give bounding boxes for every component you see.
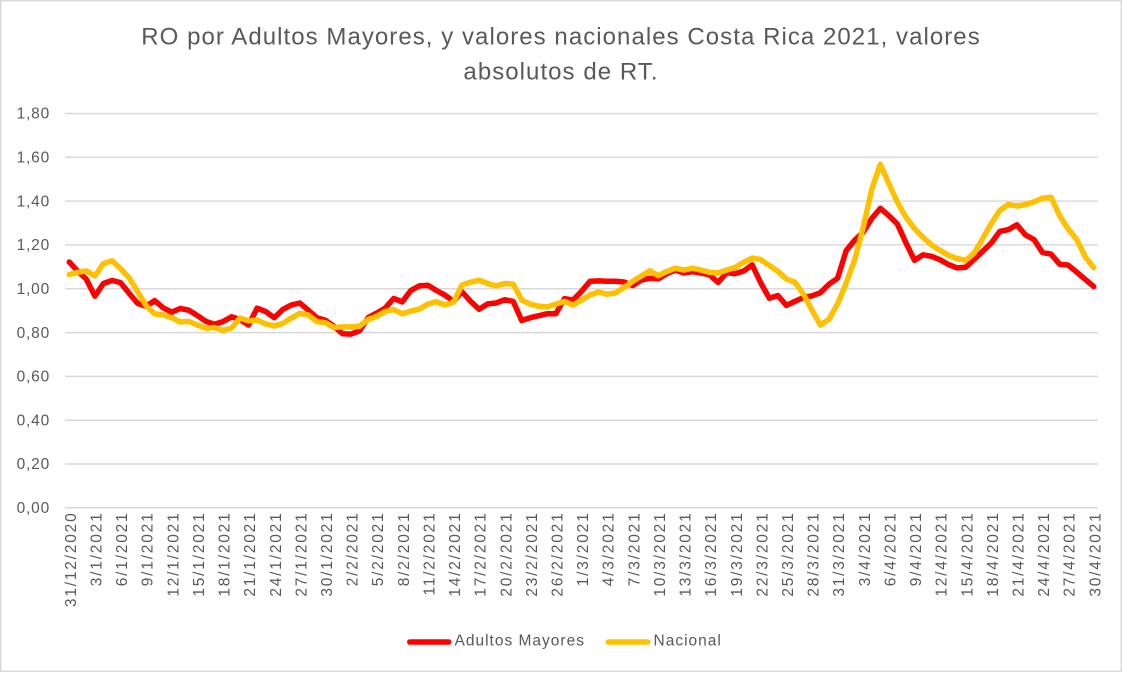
svg-text:12/1/2021: 12/1/2021 <box>165 512 182 597</box>
svg-text:6/4/2021: 6/4/2021 <box>882 512 899 587</box>
svg-text:3/1/2021: 3/1/2021 <box>89 512 106 587</box>
svg-text:1,20: 1,20 <box>17 237 50 254</box>
svg-text:31/12/2020: 31/12/2020 <box>63 512 80 608</box>
svg-text:RO por Adultos Mayores, y valo: RO por Adultos Mayores, y valores nacion… <box>141 24 981 51</box>
svg-text:15/1/2021: 15/1/2021 <box>191 512 208 597</box>
svg-text:1,00: 1,00 <box>17 281 50 298</box>
svg-text:0,20: 0,20 <box>17 456 50 473</box>
svg-text:absolutos de RT.: absolutos de RT. <box>463 59 658 86</box>
svg-text:21/1/2021: 21/1/2021 <box>242 512 259 597</box>
svg-text:7/3/2021: 7/3/2021 <box>626 512 643 587</box>
svg-text:14/2/2021: 14/2/2021 <box>447 512 464 597</box>
svg-text:27/4/2021: 27/4/2021 <box>1062 512 1079 597</box>
svg-text:24/4/2021: 24/4/2021 <box>1036 512 1053 597</box>
svg-text:18/4/2021: 18/4/2021 <box>985 512 1002 597</box>
svg-text:25/3/2021: 25/3/2021 <box>780 512 797 597</box>
svg-text:18/1/2021: 18/1/2021 <box>217 512 234 597</box>
svg-text:27/1/2021: 27/1/2021 <box>293 512 310 597</box>
svg-text:30/1/2021: 30/1/2021 <box>319 512 336 597</box>
svg-text:0,00: 0,00 <box>17 500 50 517</box>
svg-text:1,80: 1,80 <box>17 106 50 123</box>
svg-text:0,60: 0,60 <box>17 369 50 386</box>
svg-text:11/2/2021: 11/2/2021 <box>421 512 438 596</box>
svg-text:30/4/2021: 30/4/2021 <box>1087 512 1104 597</box>
svg-text:1,60: 1,60 <box>17 150 50 167</box>
svg-text:8/2/2021: 8/2/2021 <box>396 512 413 587</box>
svg-text:9/1/2021: 9/1/2021 <box>140 512 157 587</box>
svg-text:6/1/2021: 6/1/2021 <box>114 512 131 587</box>
svg-text:10/3/2021: 10/3/2021 <box>652 512 669 597</box>
svg-text:31/3/2021: 31/3/2021 <box>831 512 848 597</box>
svg-text:Adultos Mayores: Adultos Mayores <box>455 633 585 650</box>
svg-text:3/4/2021: 3/4/2021 <box>857 512 874 587</box>
svg-text:23/2/2021: 23/2/2021 <box>524 512 541 597</box>
svg-text:1,40: 1,40 <box>17 193 50 210</box>
svg-text:9/4/2021: 9/4/2021 <box>908 512 925 587</box>
svg-text:20/2/2021: 20/2/2021 <box>498 512 515 597</box>
svg-text:22/3/2021: 22/3/2021 <box>754 512 771 597</box>
svg-text:1/3/2021: 1/3/2021 <box>575 512 592 587</box>
svg-text:5/2/2021: 5/2/2021 <box>370 512 387 587</box>
svg-text:21/4/2021: 21/4/2021 <box>1011 512 1028 597</box>
svg-text:2/2/2021: 2/2/2021 <box>345 512 362 587</box>
svg-text:15/4/2021: 15/4/2021 <box>959 512 976 597</box>
svg-text:0,80: 0,80 <box>17 325 50 342</box>
svg-text:13/3/2021: 13/3/2021 <box>678 512 695 597</box>
svg-text:17/2/2021: 17/2/2021 <box>473 512 490 597</box>
svg-text:16/3/2021: 16/3/2021 <box>703 512 720 597</box>
svg-text:24/1/2021: 24/1/2021 <box>268 512 285 597</box>
svg-text:0,40: 0,40 <box>17 412 50 429</box>
svg-text:4/3/2021: 4/3/2021 <box>601 512 618 587</box>
svg-text:12/4/2021: 12/4/2021 <box>934 512 951 597</box>
svg-text:28/3/2021: 28/3/2021 <box>806 512 823 597</box>
svg-text:19/3/2021: 19/3/2021 <box>729 512 746 597</box>
svg-text:26/2/2021: 26/2/2021 <box>550 512 567 597</box>
svg-text:Nacional: Nacional <box>654 633 722 650</box>
